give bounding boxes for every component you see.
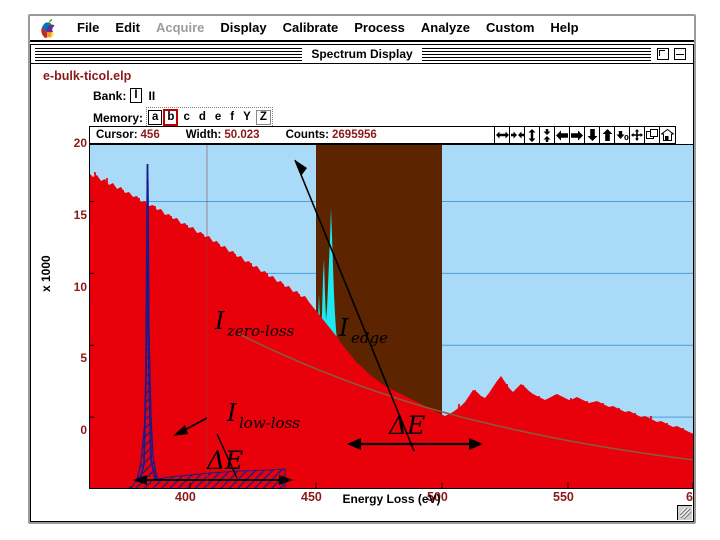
plot-border: [89, 144, 694, 489]
memory-option-z[interactable]: Z: [255, 110, 271, 125]
pointer-arrow: [294, 159, 415, 452]
contract-vertical-icon[interactable]: [540, 127, 555, 143]
i-low-loss-subscript: low-loss: [239, 414, 300, 432]
collapse-box-icon[interactable]: [674, 48, 686, 60]
i-edge-symbol: I: [338, 314, 349, 342]
y-tick-marks: [89, 201, 94, 489]
i-zero-loss-subscript: zero-loss: [226, 322, 295, 340]
cursor-label: Cursor:: [96, 129, 138, 141]
bank-option-2[interactable]: II: [148, 88, 156, 103]
set-zero-icon[interactable]: 0: [615, 127, 630, 143]
menu-custom[interactable]: Custom: [486, 20, 535, 35]
bank-selector: Bank: I II: [93, 88, 158, 103]
menu-help[interactable]: Help: [550, 20, 579, 35]
cursor-readout: Cursor: 456: [96, 129, 160, 141]
menu-calibrate[interactable]: Calibrate: [282, 20, 339, 35]
pan-move-icon[interactable]: [630, 127, 645, 143]
menu-edit[interactable]: Edit: [115, 20, 140, 35]
delta-e-center-arrowhead-right: [469, 438, 483, 450]
spectrum-display-window: Spectrum Display e-bulk-ticol.elp Bank: …: [30, 44, 694, 522]
expand-horizontal-icon[interactable]: [495, 127, 510, 143]
delta-e-lower-arrowhead-left: [133, 475, 147, 485]
cursor-value: 456: [140, 129, 160, 141]
arrow-down-icon[interactable]: [585, 127, 600, 143]
y-tick-0: 0: [80, 423, 87, 437]
menu-display[interactable]: Display: [220, 20, 267, 35]
x-tick-labels: 400 450 500 550 6: [89, 490, 694, 508]
memory-option-e[interactable]: e: [214, 111, 222, 123]
x-tick-550: 550: [553, 490, 574, 504]
width-readout: Width: 50.023: [186, 129, 260, 141]
i-zero-loss-symbol: I: [214, 307, 225, 335]
memory-option-c[interactable]: c: [183, 111, 190, 123]
memory-selector: Memory: a b c d e f Y Z: [93, 107, 273, 128]
width-value: 50.023: [224, 129, 260, 141]
menu-process[interactable]: Process: [354, 20, 405, 35]
spectrum-plot[interactable]: I zero-loss I low-loss I edge ΔE ΔE: [74, 136, 694, 504]
counts-label: Counts:: [285, 129, 330, 141]
menu-acquire: Acquire: [155, 20, 205, 35]
memory-label: Memory:: [93, 110, 144, 125]
arrow-up-icon[interactable]: [600, 127, 615, 143]
spectrum-plot-svg[interactable]: I zero-loss I low-loss I edge ΔE ΔE: [89, 144, 694, 489]
memory-option-f[interactable]: f: [230, 111, 235, 123]
home-view-icon[interactable]: [660, 127, 675, 143]
menu-analyze[interactable]: Analyze: [420, 20, 470, 35]
y-axis-label: x 1000: [39, 255, 53, 292]
memory-option-a[interactable]: a: [148, 110, 163, 125]
x-tick-450: 450: [301, 490, 322, 504]
memory-option-b[interactable]: b: [163, 109, 179, 126]
counts-readout: Counts: 2695956: [286, 129, 377, 141]
arrow-left-icon[interactable]: [555, 127, 570, 143]
counts-value: 2695956: [332, 129, 377, 141]
apple-logo-icon[interactable]: [40, 18, 57, 38]
delta-e-lower-arrowhead-right: [279, 475, 293, 485]
x-tick-600: 6: [686, 490, 693, 504]
background-fit-curve: [238, 333, 694, 461]
bank-label: Bank:: [93, 88, 127, 103]
svg-text:0: 0: [624, 134, 629, 141]
window-title-bar[interactable]: Spectrum Display: [31, 45, 693, 64]
memory-option-group: a b c d e f Y Z: [146, 107, 273, 128]
plot-toolbar: 0: [494, 127, 675, 143]
annotation-labels: I zero-loss I low-loss I edge ΔE ΔE: [206, 307, 425, 475]
menu-file[interactable]: File: [77, 20, 100, 35]
contract-horizontal-icon[interactable]: [510, 127, 525, 143]
y-tick-15: 15: [73, 208, 87, 222]
x-tick-400: 400: [175, 490, 196, 504]
y-tick-labels: 20 15 10 5 0: [63, 136, 87, 489]
cursor-info-bar: Cursor: 456 Width: 50.023 Counts: 2695956: [89, 126, 676, 144]
delta-e-center-arrowhead-left: [347, 438, 361, 450]
title-bar-stripes-left: [35, 48, 362, 61]
spectrum-noise: [94, 172, 684, 436]
duplicate-window-icon[interactable]: [645, 127, 660, 143]
x-axis-label: Energy Loss (eV): [342, 492, 441, 506]
delta-e-center-label: ΔE: [388, 411, 425, 440]
resize-grip[interactable]: [677, 505, 692, 520]
memory-option-y[interactable]: Y: [243, 111, 251, 123]
x-tick-marks: [189, 483, 694, 489]
window-title: Spectrum Display: [302, 47, 422, 61]
spectrum-area: [89, 173, 694, 489]
i-edge-subscript: edge: [351, 329, 388, 347]
document-filename: e-bulk-ticol.elp: [43, 69, 132, 83]
menu-bar: File Edit Acquire Display Calibrate Proc…: [30, 16, 694, 42]
x-tick-500: 500: [427, 490, 448, 504]
y-tick-5: 5: [80, 351, 87, 365]
low-loss-leader-line: [216, 433, 238, 479]
y-tick-10: 10: [73, 280, 87, 294]
i-low-loss-symbol: I: [226, 399, 237, 427]
y-tick-20: 20: [73, 136, 87, 150]
memory-option-d[interactable]: d: [198, 111, 206, 123]
low-loss-pointer-head: [173, 425, 188, 436]
delta-e-lower-label: ΔE: [206, 446, 243, 475]
expand-vertical-icon[interactable]: [525, 127, 540, 143]
width-label: Width:: [185, 129, 222, 141]
bank-option-1[interactable]: I: [130, 88, 142, 103]
arrow-right-icon[interactable]: [570, 127, 585, 143]
title-bar-stripes-right: [362, 48, 651, 61]
window-body: e-bulk-ticol.elp Bank: I II Memory: a b …: [31, 64, 694, 521]
zoom-box-icon[interactable]: [657, 48, 669, 60]
